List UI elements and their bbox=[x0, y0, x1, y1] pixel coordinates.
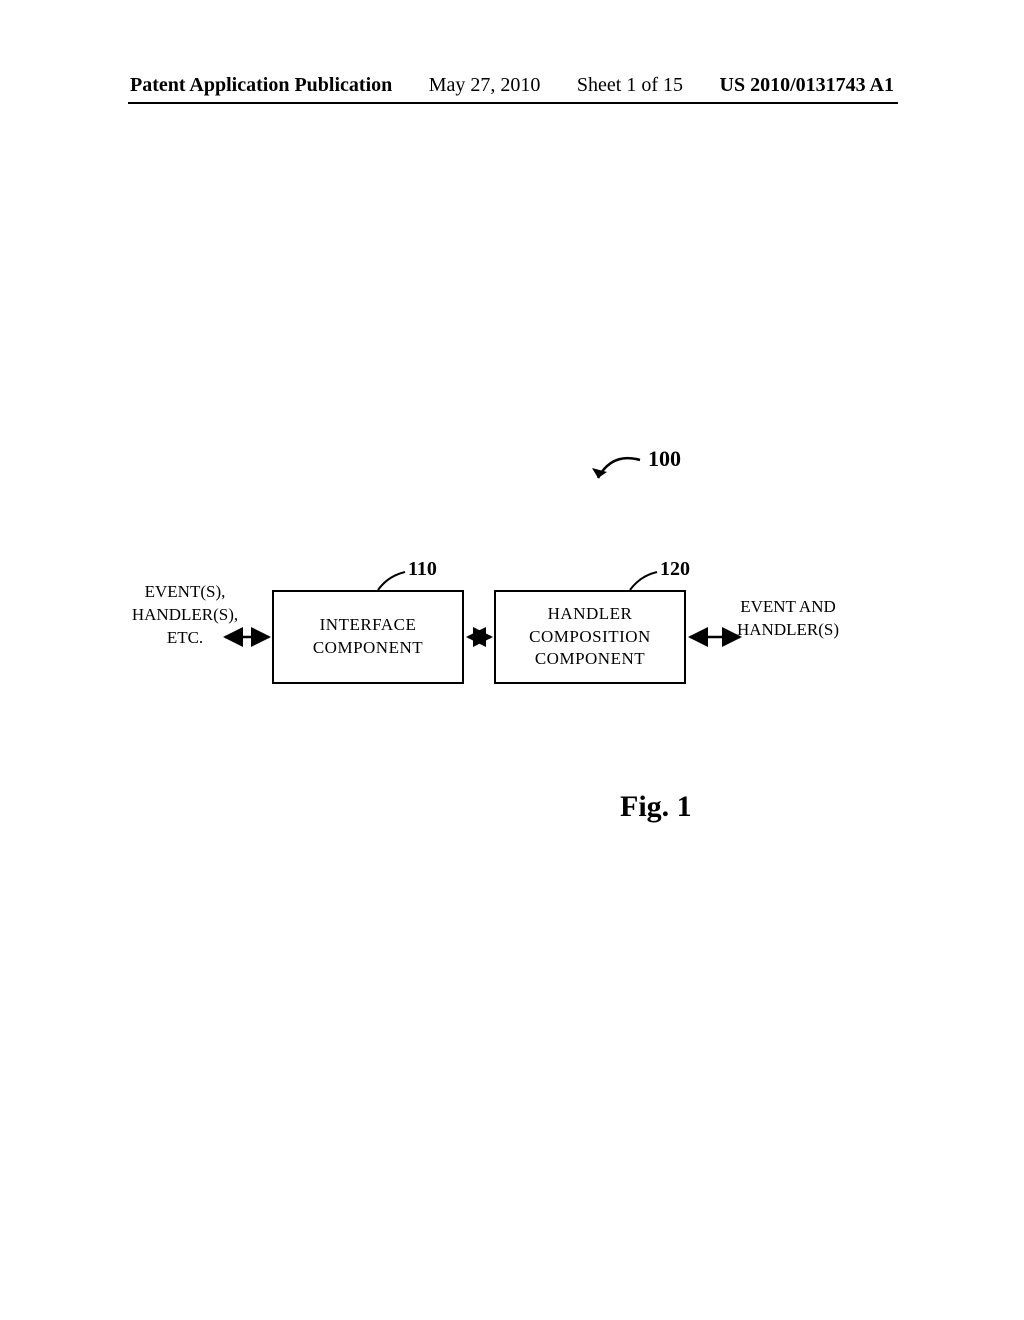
ref-110-number: 110 bbox=[408, 558, 437, 581]
interface-component-label: INTERFACE COMPONENT bbox=[278, 614, 458, 660]
handler-composition-component-box: HANDLER COMPOSITION COMPONENT bbox=[494, 590, 686, 684]
left-io-line1: EVENT(S), bbox=[130, 581, 240, 604]
diagram-area: 100 110 120 INTERFACE COMPONENT HANDLER … bbox=[0, 0, 1024, 1320]
ref-100-leader bbox=[598, 458, 640, 478]
interface-component-box: INTERFACE COMPONENT bbox=[272, 590, 464, 684]
left-io-line3: ETC. bbox=[130, 627, 240, 650]
ref-120-leader bbox=[630, 572, 657, 590]
left-io-label: EVENT(S), HANDLER(S), ETC. bbox=[130, 581, 240, 650]
ref-100-number: 100 bbox=[648, 446, 681, 472]
page: Patent Application Publication May 27, 2… bbox=[0, 0, 1024, 1320]
right-io-line1: EVENT AND bbox=[728, 596, 848, 619]
figure-label: Fig. 1 bbox=[620, 790, 692, 824]
ref-120-number: 120 bbox=[660, 558, 690, 581]
ref-110-leader bbox=[378, 572, 405, 590]
handler-composition-label: HANDLER COMPOSITION COMPONENT bbox=[500, 603, 680, 672]
ref-100-nib bbox=[592, 468, 607, 478]
right-io-line2: HANDLER(S) bbox=[728, 619, 848, 642]
right-io-label: EVENT AND HANDLER(S) bbox=[728, 596, 848, 642]
left-io-line2: HANDLER(S), bbox=[130, 604, 240, 627]
